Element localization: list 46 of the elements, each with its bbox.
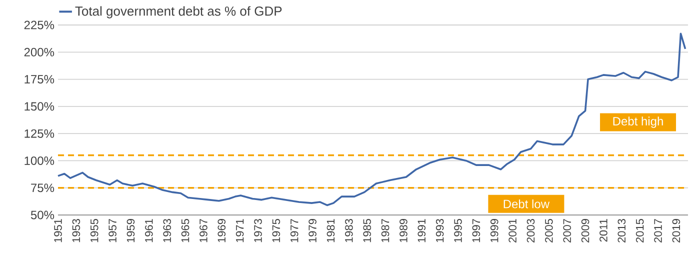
y-tick-label: 125%	[24, 129, 54, 138]
legend-label: Total government debt as % of GDP	[75, 6, 282, 18]
x-tick-label: 1979	[308, 219, 316, 242]
x-tick-label: 1971	[236, 219, 244, 242]
x-tick-label: 1961	[145, 219, 153, 242]
x-tick-label: 1975	[272, 218, 280, 242]
x-tick-label: 2011	[600, 219, 608, 242]
x-tick-label: 1967	[200, 219, 208, 242]
x-tick-label: 1997	[472, 219, 480, 242]
y-tick-label: 100%	[24, 156, 54, 165]
x-tick-label: 1959	[126, 219, 135, 242]
x-tick-label: 1963	[163, 219, 171, 242]
x-tick-label: 1989	[400, 219, 408, 242]
x-tick-label: 1957	[108, 219, 116, 242]
x-tick-label: 1995	[454, 218, 462, 242]
x-tick-label: 2017	[654, 219, 662, 242]
x-tick-label: 1993	[436, 219, 444, 242]
x-tick-label: 2019	[672, 219, 680, 242]
ref-line-label: Debt high	[613, 116, 663, 128]
x-tick-label: 1965	[181, 218, 190, 242]
x-tick-label: 2003	[526, 219, 535, 242]
x-tick-label: 1999	[490, 219, 498, 242]
x-tick-label: 1983	[345, 219, 353, 242]
x-tick-label: 1973	[254, 219, 262, 242]
x-tick-label: 1953	[72, 219, 80, 242]
x-tick-label: 1955	[90, 218, 98, 242]
x-tick-label: 1991	[418, 219, 426, 242]
y-tick-label: 200%	[24, 48, 54, 56]
y-tick-label: 175%	[24, 75, 54, 84]
x-tick-label: 2015	[636, 218, 644, 242]
x-tick-label: 2001	[508, 219, 516, 242]
y-tick-label: 75%	[31, 184, 54, 192]
x-tick-label: 1987	[381, 219, 390, 242]
x-tick-label: 1951	[54, 219, 62, 242]
x-tick-label: 1969	[218, 219, 226, 242]
x-tick-label: 2013	[618, 219, 626, 242]
x-tick-label: 1977	[290, 219, 298, 242]
x-tick-label: 1985	[363, 218, 371, 242]
ref-line-label: Debt low	[504, 199, 550, 208]
x-tick-label: 2007	[563, 219, 571, 242]
x-tick-label: 2009	[581, 219, 590, 242]
x-tick-label: 2005	[545, 218, 553, 242]
y-tick-label: 225%	[24, 20, 54, 30]
x-tick-label: 1981	[326, 219, 335, 242]
y-tick-label: 150%	[24, 102, 54, 111]
y-tick-label: 50%	[30, 210, 54, 220]
